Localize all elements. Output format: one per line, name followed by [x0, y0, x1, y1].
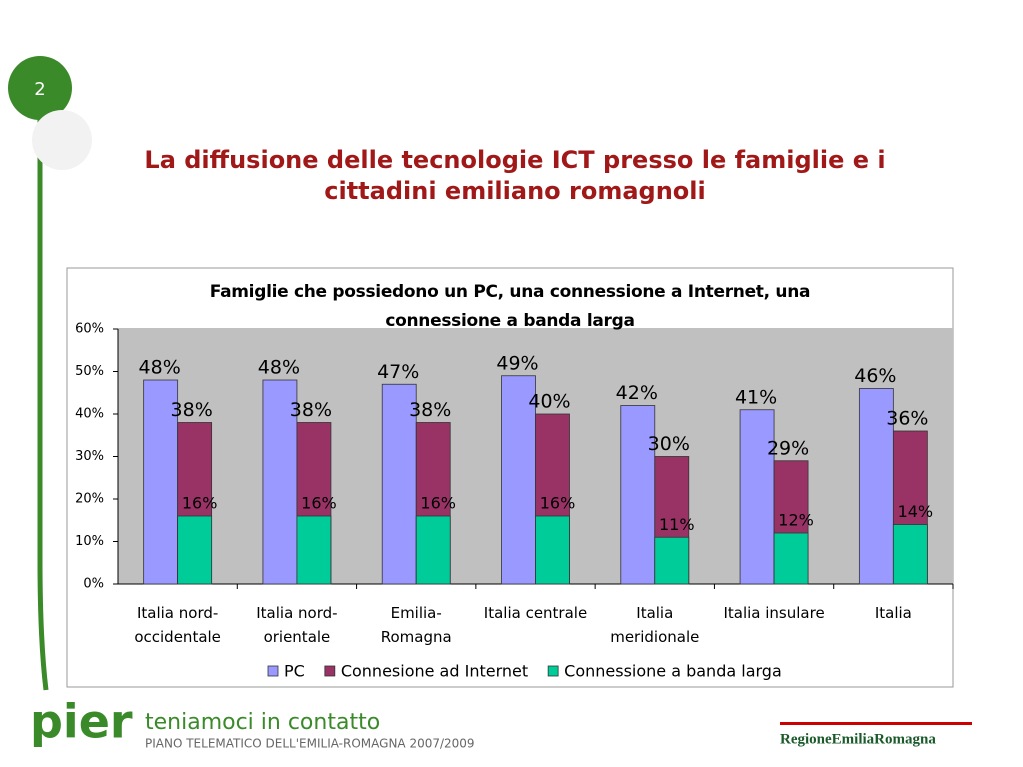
value-label: 47% — [377, 361, 419, 383]
value-label: 49% — [496, 352, 538, 374]
x-tick-label: Emilia-Romagna — [380, 604, 452, 646]
bar — [654, 536, 690, 585]
bar — [262, 379, 298, 585]
bar — [858, 388, 894, 585]
value-label: 11% — [659, 515, 695, 534]
value-label: 16% — [301, 494, 337, 513]
value-label: 16% — [540, 494, 576, 513]
y-tick-label: 10% — [75, 534, 104, 549]
legend-swatch — [547, 665, 559, 677]
bar — [773, 532, 809, 585]
page-badge — [8, 56, 72, 120]
decor-line — [37, 110, 49, 691]
value-label: 48% — [258, 357, 300, 379]
region-rule — [780, 722, 972, 725]
y-tick-label: 40% — [75, 407, 104, 422]
x-tick-label: Italia centrale — [483, 604, 588, 622]
value-label: 46% — [854, 365, 896, 387]
value-label: 16% — [182, 494, 218, 513]
y-tick-label: 60% — [75, 322, 104, 337]
bar — [892, 524, 928, 585]
bar — [535, 515, 570, 585]
x-tick-label: Italia nord-occidentale — [134, 604, 221, 646]
legend-swatch — [267, 665, 279, 677]
legend-label: Connessione a banda larga — [564, 662, 782, 681]
value-label: 38% — [290, 399, 332, 421]
value-label: 29% — [767, 437, 809, 459]
value-label: 14% — [898, 502, 934, 521]
y-tick-label: 20% — [75, 492, 104, 507]
footer-subtitle: PIANO TELEMATICO DELL'EMILIA-ROMAGNA 200… — [145, 737, 475, 751]
bar — [415, 515, 451, 585]
slide-title: La diffusione delle tecnologie ICT press… — [144, 146, 886, 205]
x-tick-label: Italia insulare — [723, 604, 825, 622]
decor-circle — [32, 110, 92, 170]
bar — [296, 515, 332, 585]
value-label: 12% — [778, 511, 814, 530]
value-label: 30% — [648, 433, 690, 455]
legend-label: Connesione ad Internet — [341, 662, 528, 681]
page-number: 2 — [34, 79, 45, 100]
value-label: 40% — [528, 391, 570, 413]
value-label: 38% — [409, 399, 451, 421]
legend-swatch — [324, 665, 336, 677]
x-tick-label: Italia nord-orientale — [256, 604, 338, 646]
value-label: 48% — [139, 357, 181, 379]
y-tick-label: 50% — [75, 364, 104, 379]
footer-logo: pier — [30, 695, 133, 749]
value-label: 16% — [420, 494, 456, 513]
y-tick-label: 30% — [75, 449, 104, 464]
footer-tagline: teniamoci in contatto — [145, 710, 380, 735]
bar — [177, 515, 213, 585]
value-label: 42% — [616, 382, 658, 404]
y-tick-label: 0% — [83, 577, 104, 592]
value-label: 38% — [171, 399, 213, 421]
bar — [739, 409, 775, 585]
chart-title: Famiglie che possiedono un PC, una conne… — [209, 282, 811, 331]
bar — [501, 375, 536, 585]
legend-label: PC — [284, 662, 305, 681]
bar — [381, 383, 417, 585]
value-label: 41% — [735, 386, 777, 408]
x-tick-label: Italia — [874, 604, 912, 622]
bar — [143, 379, 179, 585]
x-tick-label: Italia meridionale — [610, 604, 700, 646]
value-label: 36% — [886, 408, 928, 430]
region-logo: RegioneEmiliaRomagna — [780, 731, 936, 747]
